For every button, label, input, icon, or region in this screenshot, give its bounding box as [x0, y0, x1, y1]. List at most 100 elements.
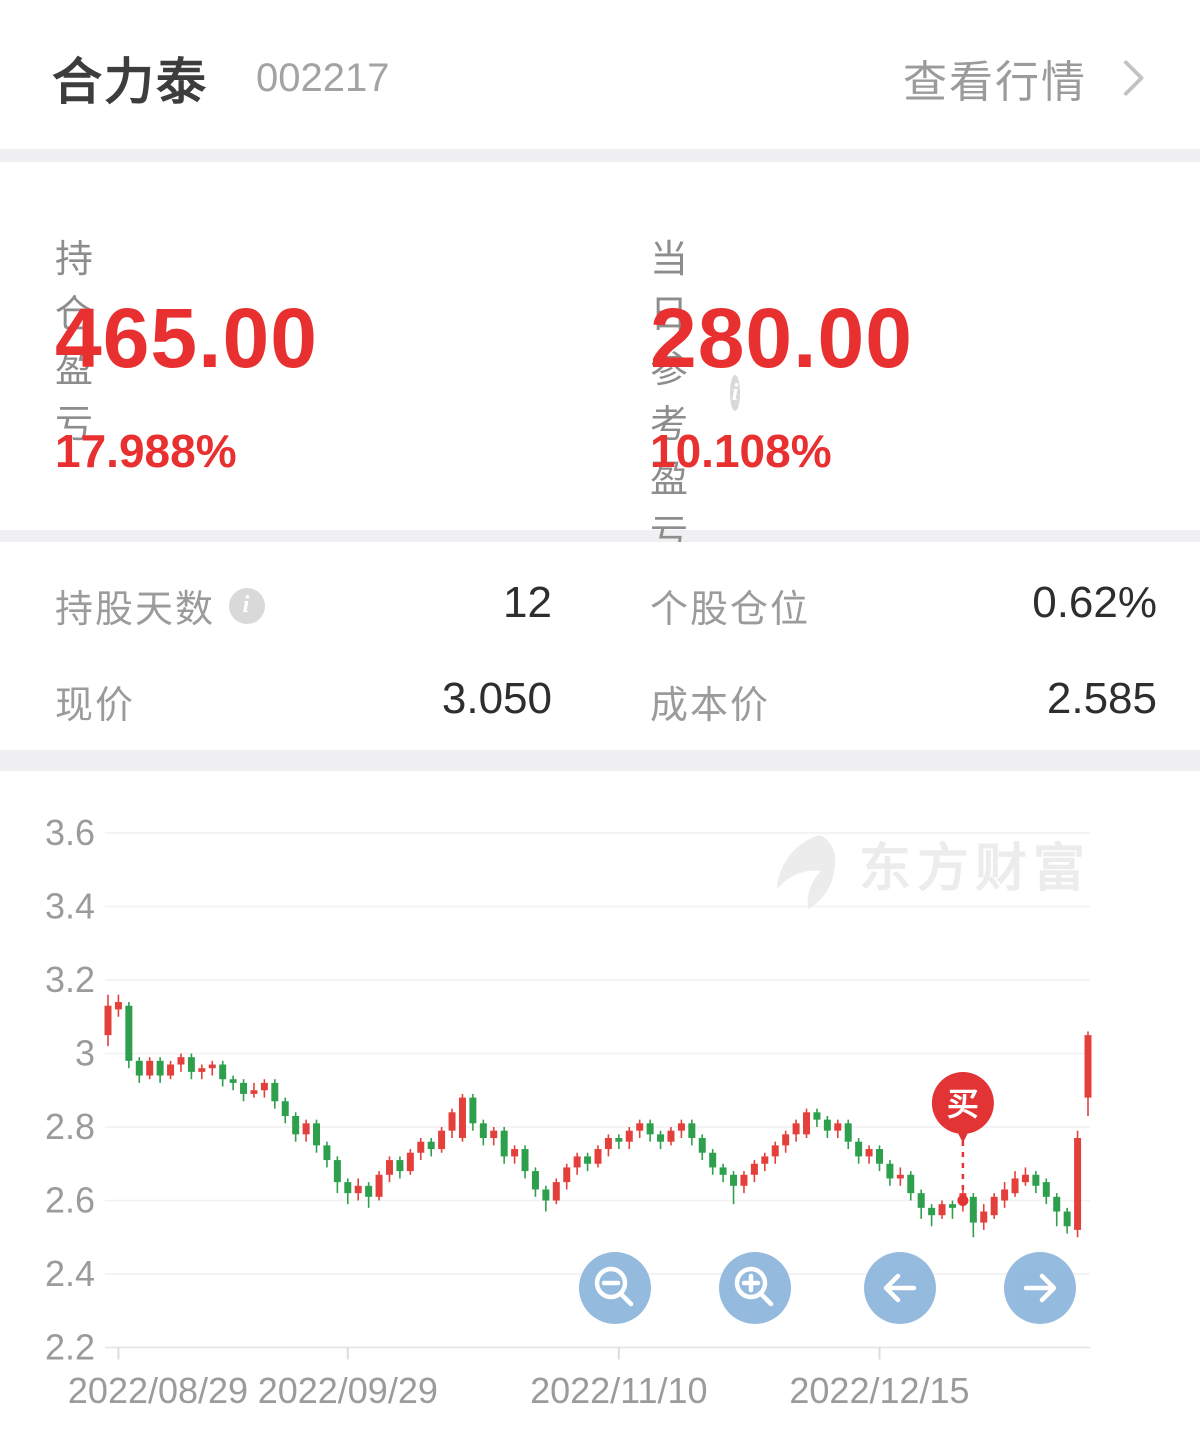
current-price-value: 3.050 — [441, 674, 552, 723]
candle — [469, 1093, 477, 1131]
candle — [750, 1160, 758, 1183]
stock-code: 002217 — [256, 56, 390, 100]
candle — [365, 1182, 373, 1208]
candle — [761, 1152, 769, 1172]
current-price-label: 现价 — [55, 685, 136, 727]
holding-days-value: 12 — [503, 578, 552, 627]
candle — [521, 1145, 529, 1179]
candle — [730, 1171, 738, 1205]
candle — [740, 1171, 748, 1194]
candle — [1063, 1207, 1071, 1234]
candle — [417, 1138, 425, 1161]
view-quotes-link[interactable]: 查看行情 — [903, 46, 1145, 110]
candle — [698, 1134, 706, 1161]
zoom-out-button[interactable] — [579, 1252, 651, 1324]
candle — [594, 1145, 602, 1168]
holding-days-label: 持股天数 i — [55, 578, 266, 633]
candle — [1042, 1178, 1050, 1205]
candle — [886, 1160, 894, 1186]
candle — [625, 1127, 633, 1150]
position-weight-value: 0.62% — [1032, 578, 1157, 627]
candle — [719, 1163, 727, 1183]
candle — [1074, 1130, 1082, 1238]
chevron-right-icon — [1107, 59, 1145, 97]
candle — [271, 1079, 279, 1109]
candle — [709, 1149, 717, 1175]
position-pnl-percent: 17.988% — [55, 425, 237, 477]
x-axis: 2022/08/29 2022/09/29 2022/11/10 2022/12/15 — [68, 1347, 970, 1411]
candle — [490, 1127, 498, 1146]
pnl-card: 持仓盈亏 465.00 17.988% 当日参考盈亏 i 280.00 10.1… — [0, 162, 1200, 556]
candle — [177, 1053, 185, 1072]
candle — [354, 1178, 362, 1201]
header-card: 合力泰 002217 查看行情 — [0, 0, 1200, 149]
candle — [135, 1057, 143, 1083]
position-pnl-label: 持仓盈亏 — [55, 239, 96, 446]
candle — [657, 1130, 665, 1150]
stock-name: 合力泰 — [52, 54, 208, 110]
candle — [260, 1079, 268, 1098]
candle — [1021, 1167, 1029, 1186]
info-icon[interactable]: i — [730, 375, 741, 411]
candle — [563, 1163, 571, 1190]
candle — [928, 1204, 936, 1227]
candle — [281, 1097, 289, 1124]
cost-price-label: 成本价 — [650, 685, 771, 727]
buy-marker-label: 买 — [947, 1086, 979, 1122]
candle — [667, 1127, 675, 1146]
candle — [646, 1119, 654, 1142]
x-axis-date-label: 2022/08/29 — [68, 1370, 248, 1411]
candle — [552, 1178, 560, 1205]
candle — [980, 1204, 988, 1230]
magnifier-plus-icon — [734, 1266, 774, 1307]
watermark-text: 东方财富 — [859, 840, 1091, 898]
candle — [990, 1193, 998, 1219]
y-axis-label: 3.6 — [45, 812, 95, 853]
candle — [156, 1057, 164, 1083]
candle — [125, 1002, 133, 1069]
y-axis-label: 3 — [75, 1033, 95, 1074]
cost-price-value: 2.585 — [1046, 674, 1157, 723]
pan-left-button[interactable] — [864, 1252, 936, 1324]
candle — [938, 1200, 946, 1219]
chart-card: 3.6 3.4 3.2 3 2.8 2.6 2.4 2.2 东方财富 2022/08/29 2022… — [0, 771, 1200, 1437]
candle — [792, 1119, 800, 1142]
zoom-in-button[interactable] — [719, 1252, 791, 1324]
view-quotes-label: 查看行情 — [903, 58, 1087, 107]
candle — [615, 1134, 623, 1150]
candle — [302, 1119, 310, 1142]
candle — [917, 1189, 925, 1219]
y-axis-label: 3.4 — [45, 886, 95, 927]
pan-right-button[interactable] — [1004, 1252, 1076, 1324]
candle — [250, 1082, 258, 1098]
candle — [584, 1152, 592, 1172]
stats-card: 持股天数 i 12 个股仓位 0.62% 现价 3.050 成本价 2.585 — [0, 542, 1200, 750]
candle — [333, 1156, 341, 1194]
candle — [146, 1057, 154, 1080]
candle — [208, 1060, 216, 1076]
candle — [438, 1127, 446, 1153]
candle — [198, 1064, 206, 1080]
info-icon[interactable]: i — [229, 587, 266, 624]
buy-marker: 买 — [931, 1072, 994, 1206]
y-axis-label: 2.8 — [45, 1106, 95, 1147]
candle — [1011, 1171, 1019, 1197]
eastmoney-watermark: 东方财富 — [777, 835, 1091, 909]
candle — [823, 1115, 831, 1139]
candle — [771, 1141, 779, 1164]
magnifier-minus-icon — [594, 1266, 634, 1307]
candle — [948, 1200, 956, 1219]
candle — [219, 1060, 227, 1087]
candle — [229, 1075, 237, 1091]
candle — [427, 1138, 435, 1157]
candle — [803, 1108, 811, 1139]
today-pnl-value: 280.00 — [650, 291, 913, 385]
candle — [375, 1171, 383, 1201]
candle — [500, 1127, 508, 1164]
position-pnl-value: 465.00 — [55, 291, 318, 385]
candle — [677, 1119, 685, 1139]
candle — [969, 1193, 977, 1238]
candle — [511, 1145, 519, 1164]
candle — [907, 1171, 915, 1201]
